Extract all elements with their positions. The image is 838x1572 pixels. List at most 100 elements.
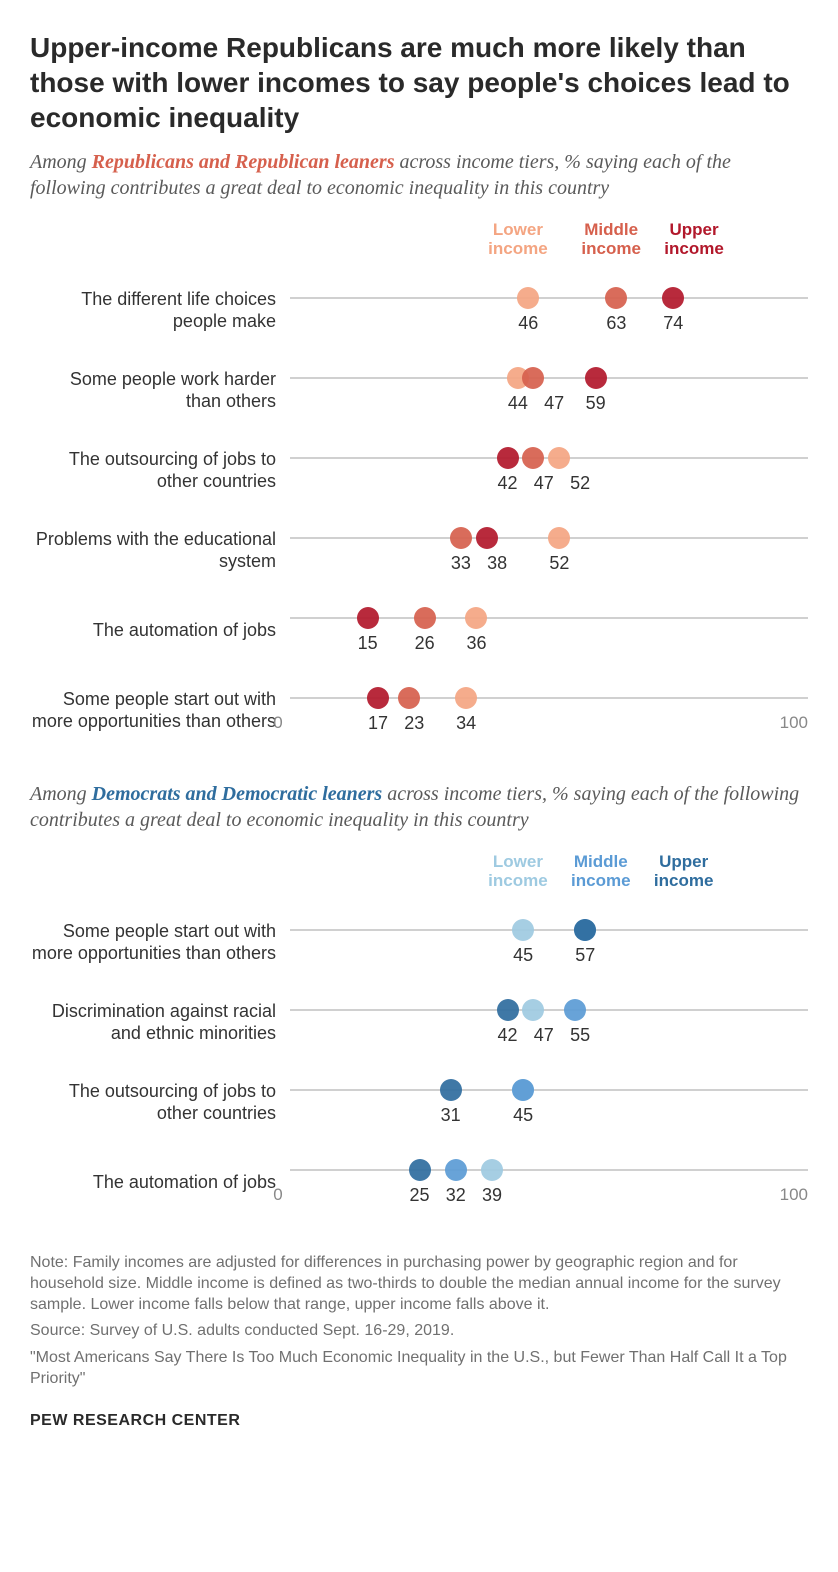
- dem-dot-upper: [440, 1079, 462, 1101]
- rep-row: Some people work harder than others 44 47 5…: [30, 351, 808, 431]
- value-label: 39: [482, 1185, 502, 1206]
- row-track: 42 47 55: [290, 983, 808, 1063]
- baseline: [290, 1009, 808, 1011]
- value-label: 36: [466, 633, 486, 654]
- baseline: [290, 377, 808, 379]
- rep-emphasis: Republicans and Republican leaners: [92, 151, 395, 173]
- dem-row: Some people start out with more opportun…: [30, 903, 808, 983]
- legend-track: LowerincomeMiddleincomeUpperincome: [290, 853, 808, 903]
- rep-dot-lower: [455, 687, 477, 709]
- rep-chart-block: LowerincomeMiddleincomeUpperincome The di…: [30, 221, 808, 751]
- value-label: 44: [508, 393, 528, 414]
- rep-dot-upper: [367, 687, 389, 709]
- value-label: 52: [549, 553, 569, 574]
- value-label: 47: [544, 393, 564, 414]
- row-label: Some people work harder than others: [30, 369, 290, 412]
- row-label: The outsourcing of jobs to other countri…: [30, 1081, 290, 1124]
- rep-dot-lower: [548, 447, 570, 469]
- rep-dot-upper: [585, 367, 607, 389]
- dem-dot-lower: [522, 999, 544, 1021]
- rep-dot-middle: [522, 447, 544, 469]
- rep-dot-upper: [357, 607, 379, 629]
- rep-dot-lower: [465, 607, 487, 629]
- dem-dot-middle: [445, 1159, 467, 1181]
- value-label: 34: [456, 713, 476, 734]
- dem-dot-middle: [564, 999, 586, 1021]
- value-label: 15: [358, 633, 378, 654]
- row-label: Some people start out with more opportun…: [30, 921, 290, 964]
- rep-legend-middle: Middleincome: [566, 221, 656, 258]
- dem-dot-upper: [574, 919, 596, 941]
- rep-dot-upper: [662, 287, 684, 309]
- rep-dot-middle: [522, 367, 544, 389]
- axis-max: 100: [780, 713, 808, 733]
- value-label: 47: [534, 1025, 554, 1046]
- dem-legend-row: LowerincomeMiddleincomeUpperincome: [30, 853, 808, 903]
- rep-row: Some people start out with more opportun…: [30, 671, 808, 751]
- subtitle-text: Among: [30, 783, 92, 805]
- row-label: Discrimination against racial and ethnic…: [30, 1001, 290, 1044]
- rep-subtitle: Among Republicans and Republican leaners…: [30, 149, 808, 201]
- footer-brand: PEW RESEARCH CENTER: [30, 1412, 808, 1430]
- dem-row: The automation of jobs2532390100: [30, 1143, 808, 1223]
- rep-dot-middle: [414, 607, 436, 629]
- rep-legend-row: LowerincomeMiddleincomeUpperincome: [30, 221, 808, 271]
- row-track: 466374: [290, 271, 808, 351]
- row-label: The automation of jobs: [30, 1172, 290, 1194]
- chart-report: "Most Americans Say There Is Too Much Ec…: [30, 1348, 808, 1390]
- rep-dot-upper: [497, 447, 519, 469]
- rep-row: The automation of jobs152636: [30, 591, 808, 671]
- dem-dot-upper: [409, 1159, 431, 1181]
- rep-dot-middle: [605, 287, 627, 309]
- dem-dot-lower: [481, 1159, 503, 1181]
- rep-row: The outsourcing of jobs to other countri…: [30, 431, 808, 511]
- value-label: 32: [446, 1185, 466, 1206]
- dem-dot-middle: [512, 1079, 534, 1101]
- dem-row: Discrimination against racial and ethnic…: [30, 983, 808, 1063]
- row-label: Some people start out with more opportun…: [30, 689, 290, 732]
- row-track: 45 57: [290, 903, 808, 983]
- value-label: 55: [570, 1025, 590, 1046]
- value-label: 31: [441, 1105, 461, 1126]
- dem-dot-upper: [497, 999, 519, 1021]
- rep-legend-lower: Lowerincome: [473, 221, 563, 258]
- value-label: 47: [534, 473, 554, 494]
- row-label: The automation of jobs: [30, 620, 290, 642]
- row-track: 424752: [290, 431, 808, 511]
- dem-legend-lower: Lowerincome: [473, 853, 563, 890]
- dem-legend-upper: Upperincome: [639, 853, 729, 890]
- rep-dot-middle: [398, 687, 420, 709]
- baseline: [290, 929, 808, 931]
- value-label: 57: [575, 945, 595, 966]
- chart-source: Source: Survey of U.S. adults conducted …: [30, 1321, 808, 1342]
- rep-dot-lower: [517, 287, 539, 309]
- value-label: 23: [404, 713, 424, 734]
- value-label: 52: [570, 473, 590, 494]
- rep-dot-upper: [476, 527, 498, 549]
- rep-row: The different life choices people make46…: [30, 271, 808, 351]
- baseline: [290, 1169, 808, 1171]
- value-label: 42: [498, 1025, 518, 1046]
- row-label: The different life choices people make: [30, 289, 290, 332]
- baseline: [290, 1089, 808, 1091]
- value-label: 59: [586, 393, 606, 414]
- value-label: 25: [409, 1185, 429, 1206]
- row-track: 2532390100: [290, 1143, 808, 1223]
- value-label: 33: [451, 553, 471, 574]
- baseline: [290, 297, 808, 299]
- rep-dot-lower: [548, 527, 570, 549]
- row-track: 44 47 59: [290, 351, 808, 431]
- dem-chart-block: LowerincomeMiddleincomeUpperincomeSome p…: [30, 853, 808, 1223]
- value-label: 74: [663, 313, 683, 334]
- dem-legend-middle: Middleincome: [556, 853, 646, 890]
- dem-row: The outsourcing of jobs to other countri…: [30, 1063, 808, 1143]
- axis-min: 0: [273, 1185, 282, 1205]
- value-label: 45: [513, 1105, 533, 1126]
- rep-legend-upper: Upperincome: [649, 221, 739, 258]
- row-track: 33 38 52: [290, 511, 808, 591]
- row-label: The outsourcing of jobs to other countri…: [30, 449, 290, 492]
- chart-title: Upper-income Republicans are much more l…: [30, 30, 808, 135]
- value-label: 45: [513, 945, 533, 966]
- value-label: 38: [487, 553, 507, 574]
- value-label: 46: [518, 313, 538, 334]
